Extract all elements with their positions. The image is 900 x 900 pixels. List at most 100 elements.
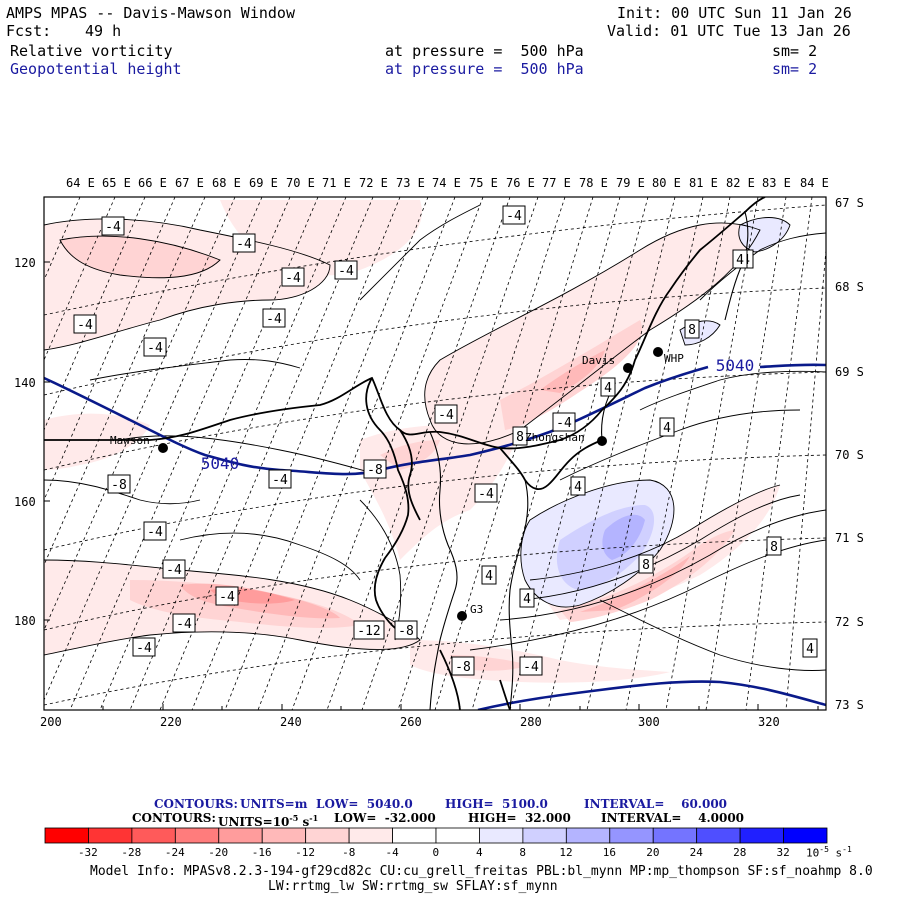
latitude-label: 67 S (835, 196, 864, 210)
model-info: Model Info: MPASv8.2.3-194-gf29cd82c CU:… (90, 864, 873, 879)
colorbar-tick-label: 16 (602, 846, 617, 859)
longitude-label: 79 E (616, 176, 645, 190)
svg-text:-4: -4 (438, 408, 454, 423)
svg-text:-4: -4 (272, 473, 288, 488)
latitude-label: 68 S (835, 280, 864, 294)
contours-line2-high: HIGH= 32.000 (468, 811, 571, 825)
longitude-label: 78 E (579, 176, 608, 190)
vorticity-contour-label: 4 (481, 565, 497, 585)
longitude-label: 81 E (689, 176, 718, 190)
colorbar-tick-label: 8 (519, 846, 526, 859)
longitude-label: 76 E (506, 176, 535, 190)
colorbar-tick-label: -12 (295, 846, 316, 859)
vorticity-contour-label: 4 (802, 638, 818, 658)
contours-line2-units: UNITS=10-5 s-1 (218, 813, 319, 829)
vorticity-contour-label: -4 (552, 412, 576, 432)
svg-text:-8: -8 (398, 624, 414, 639)
colorbar-swatch (392, 827, 437, 844)
x-tick-label: 260 (400, 715, 422, 729)
station-marker (158, 443, 168, 453)
vorticity-contour-label: -4 (215, 586, 239, 606)
svg-text:8: 8 (770, 540, 778, 555)
station-marker (623, 363, 633, 373)
colorbar-swatch (652, 827, 698, 844)
x-tick-label: 240 (280, 715, 302, 729)
contours-line2-low: LOW= -32.000 (334, 811, 436, 825)
svg-text:-8: -8 (455, 660, 471, 675)
vorticity-contour-label: 8 (684, 319, 700, 339)
vorticity-contour-label: -8 (363, 459, 387, 479)
vorticity-contour-label: 4 (732, 249, 748, 269)
plot-title: AMPS MPAS -- Davis-Mawson Window (6, 4, 295, 22)
vorticity-contour-label: -4 (434, 404, 458, 424)
contours-line2-label: CONTOURS: (132, 811, 216, 825)
colorbar-swatch (348, 827, 393, 844)
y-tick-label: 180 (14, 614, 36, 628)
station-name: Zhongshan (525, 431, 585, 444)
vorticity-contour-label: -4 (132, 637, 156, 657)
field2-name: Geopotential height (10, 60, 182, 78)
colorbar-tick-label: -16 (251, 846, 272, 859)
vorticity-contour-label: -4 (519, 656, 543, 676)
svg-text:-4: -4 (147, 525, 163, 540)
vorticity-contour-label: -4 (162, 559, 186, 579)
colorbar-swatch (174, 827, 220, 844)
station-name: Davis (582, 354, 615, 367)
y-tick-label: 140 (14, 376, 36, 390)
vorticity-contour-label: 8 (766, 536, 782, 556)
colorbar-swatch (305, 827, 350, 844)
vorticity-contour-label: -4 (143, 337, 167, 357)
longitude-label: 80 E (652, 176, 681, 190)
svg-text:-4: -4 (236, 237, 252, 252)
latitude-label: 72 S (835, 615, 864, 629)
svg-text:-4: -4 (478, 487, 494, 502)
vorticity-contour-label: 8 (638, 554, 654, 574)
colorbar-swatch (218, 827, 263, 844)
longitude-label: 74 E (432, 176, 461, 190)
field2-smoothing: sm= 2 (772, 60, 818, 78)
longitude-label: 72 E (359, 176, 388, 190)
forecast-label: Fcst: (6, 22, 52, 40)
x-tick-label: 200 (40, 715, 62, 729)
contours-line1-high: HIGH= 5100.0 (445, 797, 548, 811)
svg-text:4: 4 (604, 381, 612, 396)
colorbar-tick-label: -32 (77, 846, 98, 859)
longitude-label: 83 E (762, 176, 791, 190)
vorticity-contour-label: 4 (659, 417, 675, 437)
valid-time: Valid: 01 UTC Tue 13 Jan 26 (607, 22, 851, 40)
vorticity-contour-label: -4 (268, 469, 292, 489)
x-tick-label: 300 (638, 715, 660, 729)
vorticity-contour-label: -4 (474, 483, 498, 503)
colorbar-units: 10-5 s-1 (806, 845, 852, 860)
longitude-label: 64 E (66, 176, 95, 190)
colorbar-swatch (696, 827, 741, 844)
colorbar (44, 827, 828, 844)
y-tick-label: 120 (14, 256, 36, 270)
svg-text:4: 4 (523, 592, 531, 607)
svg-text:-4: -4 (176, 617, 192, 632)
contours-line2-interval: INTERVAL= 4.0000 (601, 811, 745, 825)
colorbar-tick-label: 12 (559, 846, 573, 859)
station-marker (457, 611, 467, 621)
longitude-label: 67 E (175, 176, 204, 190)
svg-text:-4: -4 (523, 660, 539, 675)
station-marker (653, 347, 663, 357)
svg-text:8: 8 (516, 430, 524, 445)
vorticity-contour-label: -8 (394, 620, 418, 640)
svg-text:-4: -4 (285, 271, 301, 286)
vorticity-contour-label: -12 (353, 620, 385, 640)
longitude-label: 73 E (396, 176, 425, 190)
init-time: Init: 00 UTC Sun 11 Jan 26 (617, 4, 852, 22)
svg-text:-8: -8 (367, 463, 383, 478)
longitude-label: 65 E (102, 176, 131, 190)
station-name: WHP (664, 352, 684, 365)
longitude-label: 77 E (542, 176, 571, 190)
vorticity-contour-label: -4 (73, 314, 97, 334)
colorbar-swatch (565, 827, 611, 844)
latitude-label: 70 S (835, 448, 864, 462)
vorticity-contour-label: -4 (232, 233, 256, 253)
svg-text:8: 8 (688, 323, 696, 338)
svg-text:4: 4 (663, 421, 671, 436)
latitude-label: 71 S (835, 531, 864, 545)
longitude-label: 69 E (249, 176, 278, 190)
